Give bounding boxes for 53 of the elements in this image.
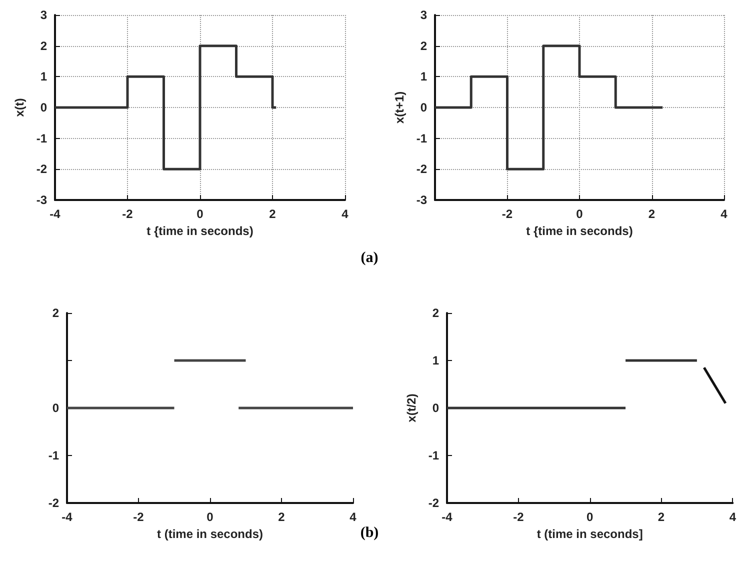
- y-tick-label: 3: [420, 8, 428, 22]
- x-tick-label: -4: [62, 510, 73, 524]
- x-tick-label: 4: [729, 510, 736, 524]
- y-tick-label: 1: [420, 70, 428, 84]
- y-tick-label: -1: [48, 448, 60, 462]
- x-tick-label: 0: [196, 207, 204, 221]
- line-series: [54, 44, 278, 170]
- y-tick-label: 0: [40, 100, 48, 114]
- x-axis-title: t (time in seconds): [156, 526, 264, 541]
- y-axis-title: x(t/2): [404, 394, 418, 422]
- x-tick-label: 2: [658, 510, 665, 524]
- y-tick-label: 3: [40, 8, 48, 22]
- x-tick-label: 0: [586, 510, 594, 524]
- y-tick-label: 1: [40, 70, 48, 84]
- y-tick-label: 0: [52, 401, 60, 415]
- line-series: [434, 44, 664, 170]
- x-tick-label: 4: [720, 207, 728, 221]
- x-tick-label: -4: [50, 207, 61, 221]
- x-tick-label: 4: [350, 510, 357, 524]
- x-tick-label: -2: [513, 510, 524, 524]
- x-tick-label: -2: [502, 207, 513, 221]
- x-axis-title: t (time in seconds]: [536, 526, 643, 541]
- y-tick-label: -3: [36, 193, 48, 207]
- y-tick-label: 2: [52, 306, 60, 320]
- y-tick-label: 0: [420, 100, 428, 114]
- x-tick-label: -4: [442, 510, 453, 524]
- y-tick-label: -1: [428, 448, 440, 462]
- y-tick-label: 1: [432, 354, 440, 368]
- text: (b): [360, 525, 379, 541]
- x-tick-label: 2: [269, 207, 276, 221]
- y-tick-label: -1: [36, 131, 48, 146]
- y-tick-label: 2: [432, 306, 440, 320]
- y-tick-label: 2: [40, 38, 48, 53]
- y-tick-label: -2: [36, 162, 48, 176]
- x-axis-title: t {time in seconds): [146, 224, 254, 238]
- text: (a): [360, 250, 380, 267]
- y-tick-label: 0: [432, 401, 440, 415]
- y-tick-label: -3: [416, 193, 428, 207]
- y-tick-label: -2: [416, 162, 428, 176]
- x-tick-label: -2: [133, 510, 144, 524]
- y-tick-label: -1: [416, 131, 428, 146]
- x-tick-label: 2: [278, 510, 286, 524]
- x-tick-label: 0: [576, 207, 584, 221]
- x-tick-label: -2: [122, 207, 134, 221]
- y-axis-title: x(t): [12, 98, 26, 117]
- y-axis-title: x(t+1): [392, 91, 406, 124]
- y-tick-label: -2: [428, 496, 440, 510]
- x-tick-label: 2: [648, 207, 656, 221]
- x-tick-label: 4: [342, 207, 349, 221]
- y-tick-label: 2: [420, 38, 428, 53]
- x-axis-title: t {time in seconds): [526, 224, 633, 238]
- x-tick-label: 0: [206, 510, 214, 524]
- y-tick-label: -2: [48, 496, 60, 510]
